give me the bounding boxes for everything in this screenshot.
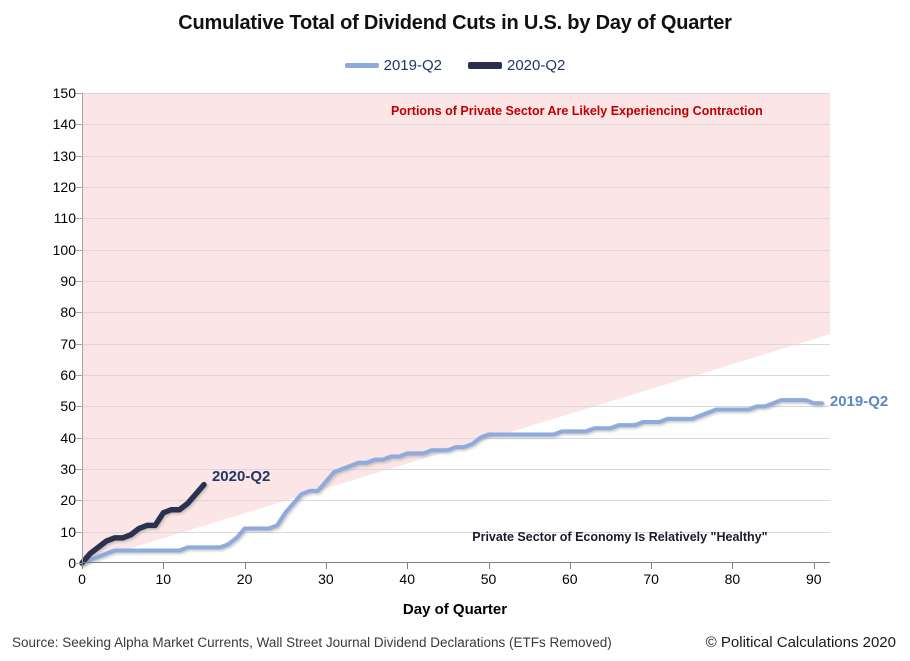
series-line-2020-q2	[79, 481, 207, 566]
legend-item-2019[interactable]: 2019-Q2	[344, 57, 442, 74]
x-tick-mark	[488, 563, 490, 569]
x-tick-mark	[244, 563, 246, 569]
x-tick-mark	[569, 563, 571, 569]
x-axis-line	[82, 562, 830, 563]
gridline	[82, 343, 830, 345]
y-tick-mark	[76, 343, 82, 345]
y-tick-mark	[76, 375, 82, 376]
y-tick-label: 80	[60, 304, 76, 321]
y-tick-mark	[76, 281, 82, 282]
y-tick-mark	[76, 312, 82, 314]
gridline	[82, 469, 830, 470]
x-tick-mark	[163, 563, 165, 569]
y-tick-mark	[76, 124, 82, 126]
x-tick-label: 0	[78, 571, 86, 587]
x-tick-label: 50	[480, 571, 497, 587]
y-tick-mark	[76, 563, 82, 564]
y-tick-label: 120	[52, 179, 76, 195]
y-tick-label: 10	[60, 523, 76, 540]
x-tick-mark	[732, 563, 734, 569]
x-tick-label: 70	[643, 571, 659, 587]
y-tick-label: 0	[68, 555, 76, 571]
y-tick-label: 110	[53, 210, 76, 227]
series-line-2019-q2	[80, 398, 824, 565]
y-tick-label: 40	[60, 429, 76, 446]
y-tick-label: 150	[52, 85, 76, 101]
y-tick-mark	[76, 500, 82, 502]
gridline	[82, 187, 830, 188]
x-tick-label: 80	[724, 571, 741, 587]
gridline	[82, 93, 830, 94]
series-inline-label-2020: 2020-Q2	[211, 468, 271, 486]
x-tick-label: 20	[236, 571, 253, 587]
x-tick-label: 10	[155, 571, 172, 587]
legend-swatch-2020	[468, 62, 502, 69]
gridline	[82, 312, 830, 314]
x-tick-mark	[82, 563, 83, 569]
y-tick-mark	[76, 249, 82, 251]
y-axis-line	[82, 93, 83, 563]
annotation-healthy: Private Sector of Economy Is Relatively …	[472, 529, 768, 544]
gridline	[82, 218, 830, 220]
y-tick-mark	[76, 437, 82, 439]
y-tick-label: 50	[60, 398, 76, 415]
x-tick-label: 60	[562, 571, 578, 587]
gridline	[82, 281, 830, 282]
legend-swatch-2019	[344, 63, 379, 68]
y-tick-label: 60	[60, 367, 76, 383]
gridline	[82, 155, 830, 157]
y-tick-label: 140	[52, 116, 76, 133]
gridline	[82, 531, 830, 533]
gridline	[82, 249, 830, 251]
gridline	[82, 437, 830, 439]
chart-footer: Source: Seeking Alpha Market Currents, W…	[0, 634, 910, 651]
y-tick-mark	[76, 406, 82, 408]
annotation-contraction: Portions of Private Sector Are Likely Ex…	[390, 103, 763, 118]
gridline	[82, 500, 830, 502]
y-tick-label: 70	[60, 335, 76, 352]
legend-label-2019: 2019-Q2	[383, 57, 442, 74]
x-tick-mark	[325, 563, 327, 569]
contraction-shaded-region	[82, 93, 830, 563]
gridline	[82, 124, 830, 126]
y-tick-label: 100	[52, 241, 76, 258]
y-tick-mark	[76, 531, 82, 533]
legend-label-2020: 2020-Q2	[507, 57, 566, 74]
y-tick-label: 90	[60, 273, 76, 289]
y-tick-mark	[76, 218, 82, 220]
y-tick-mark	[76, 469, 82, 470]
legend-item-2020[interactable]: 2020-Q2	[468, 57, 565, 74]
x-axis-title: Day of Quarter	[402, 601, 508, 618]
x-tick-mark	[407, 563, 409, 569]
x-tick-label: 90	[805, 571, 822, 587]
gridline	[82, 406, 830, 408]
y-tick-mark	[76, 187, 82, 188]
footer-credit-text: © Political Calculations 2020	[705, 634, 896, 651]
footer-source-text: Source: Seeking Alpha Market Currents, W…	[12, 635, 612, 650]
y-tick-label: 130	[52, 147, 76, 164]
y-tick-mark	[76, 93, 82, 94]
gridline	[82, 375, 830, 376]
y-tick-mark	[76, 155, 82, 157]
y-tick-label: 20	[60, 492, 76, 509]
series-inline-label-2019: 2019-Q2	[829, 393, 889, 411]
series-lines	[79, 398, 824, 566]
chart-title: Cumulative Total of Dividend Cuts in U.S…	[178, 12, 732, 34]
y-tick-label: 30	[60, 461, 76, 477]
chart-legend: 2019-Q2 2020-Q2	[0, 57, 910, 74]
x-tick-mark	[651, 563, 653, 569]
x-tick-mark	[813, 563, 815, 569]
x-tick-label: 30	[318, 571, 334, 587]
plot-area: Portions of Private Sector Are Likely Ex…	[79, 93, 888, 566]
x-tick-label: 40	[399, 571, 415, 587]
